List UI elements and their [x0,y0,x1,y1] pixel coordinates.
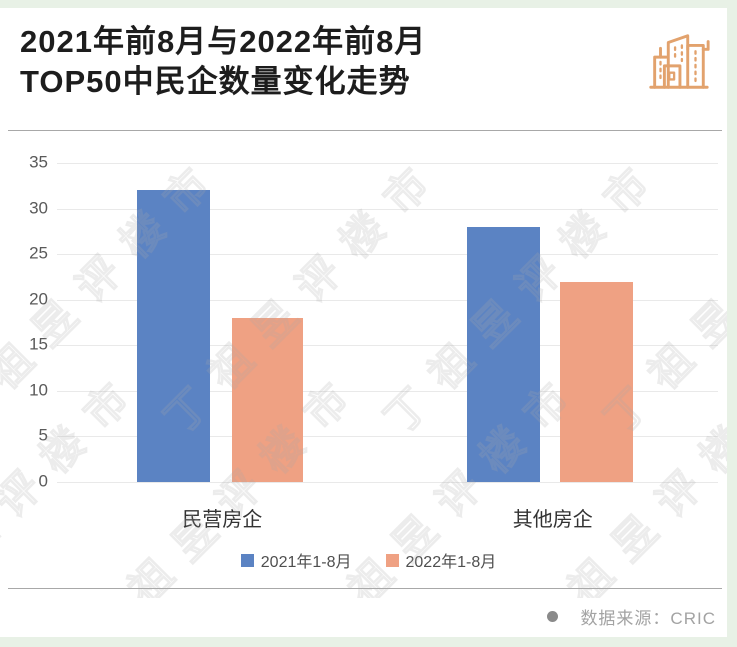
gridline [57,345,718,347]
gridline [57,482,718,483]
y-tick-label: 25 [29,243,48,263]
title-line-1: 2021年前8月与2022年前8月 [20,24,427,59]
title-line-2: TOP50中民企数量变化走势 [20,64,411,99]
bullet-dot-icon [547,611,559,622]
y-tick-label: 0 [38,471,48,491]
frame-border-top [0,0,737,8]
gridline [57,436,718,438]
gridline [57,163,718,164]
bar-chart-plot-area [57,163,718,483]
gridline [57,390,718,392]
y-tick-label: 10 [29,380,48,400]
gridline [57,299,718,301]
bar-2021-other-developers [467,226,540,482]
bar-2022-private-developers [232,317,303,482]
chart-legend: 2021年1-8月 2022年1-8月 [0,548,737,572]
x-label-other-developers: 其他房企 [512,509,593,531]
x-axis: 民营房企 其他房企 [57,503,718,532]
data-source-label: 数据来源：CRIC [580,609,716,628]
legend-swatch-orange [385,553,399,567]
frame-border-bottom [0,637,737,647]
page-title: 2021年前8月与2022年前8月 TOP50中民企数量变化走势 [20,22,620,102]
bar-2021-private-developers [137,190,210,482]
gridline [57,254,718,256]
legend-item-2022: 2022年1-8月 [385,548,497,572]
y-tick-label: 20 [29,289,48,309]
title-divider [8,130,722,131]
legend-label-2021: 2021年1-8月 [260,554,352,571]
x-label-private-developers: 民营房企 [182,509,263,531]
frame-border-right [727,0,737,647]
footer-divider [8,588,722,589]
y-tick-label: 30 [29,198,48,218]
buildings-icon [649,34,710,89]
footer: 数据来源：CRIC [547,604,716,629]
gridline [57,208,718,210]
y-tick-label: 15 [29,334,48,354]
legend-label-2022: 2022年1-8月 [405,554,497,571]
legend-item-2021: 2021年1-8月 [240,548,352,572]
y-tick-label: 5 [38,426,48,446]
y-tick-label: 35 [29,152,48,172]
legend-swatch-blue [240,553,254,567]
bar-2022-other-developers [560,281,633,482]
y-axis: 35 30 25 20 15 10 5 0 [14,153,48,491]
